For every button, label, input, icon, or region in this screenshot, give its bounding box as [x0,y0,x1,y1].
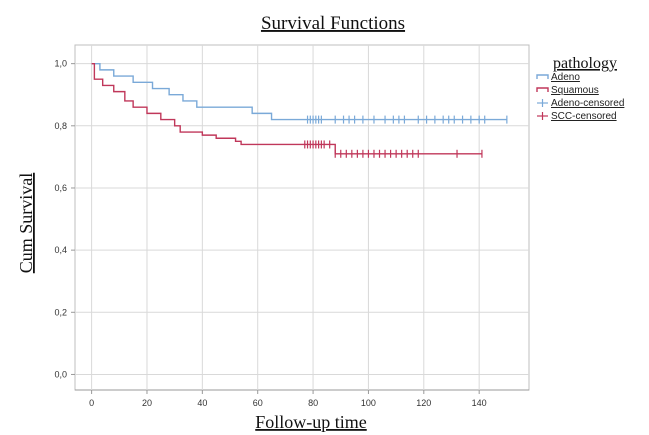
grid-lines [75,45,529,390]
x-tick-label: 80 [308,398,318,408]
legend: pathology Adeno Squamous Adeno-censored … [536,55,624,122]
legend-item-squamous: Squamous [536,85,599,96]
axis-ticks: 0 20 40 60 80 100 120 140 0,0 0,2 0,4 0,6 0,8 1,0 [54,59,486,408]
legend-swatch-adeno [536,74,549,79]
y-tick-label: 0,2 [54,307,67,317]
x-tick-label: 120 [416,398,431,408]
legend-item-adeno-censored: Adeno-censored [537,98,624,109]
x-tick-label: 0 [89,398,94,408]
legend-title: pathology [553,55,617,72]
y-tick-label: 0,6 [54,183,67,193]
x-tick-label: 100 [361,398,376,408]
legend-swatch-squamous [536,87,549,92]
y-tick-label: 0,4 [54,245,67,255]
x-tick-label: 140 [472,398,487,408]
legend-label-adeno-censored: Adeno-censored [551,98,624,109]
x-axis-label: Follow-up time [255,412,367,432]
legend-label-squamous: Squamous [551,85,599,96]
y-tick-label: 0,8 [54,121,67,131]
chart-title: Survival Functions [261,13,405,34]
series-line-adeno [91,62,507,121]
legend-label-adeno: Adeno [551,72,580,83]
y-tick-label: 0,0 [54,369,67,379]
y-tick-label: 1,0 [54,59,67,69]
legend-item-adeno: Adeno [536,72,580,83]
x-tick-label: 20 [142,398,152,408]
legend-label-scc-censored: SCC-censored [551,111,617,122]
x-tick-label: 40 [197,398,207,408]
series-line-squamous [91,62,482,155]
x-tick-label: 60 [253,398,263,408]
legend-item-scc-censored: SCC-censored [537,111,617,122]
series-layer [91,62,508,158]
plot-frame [74,44,530,391]
y-axis-label: Cum Survival [16,173,36,274]
